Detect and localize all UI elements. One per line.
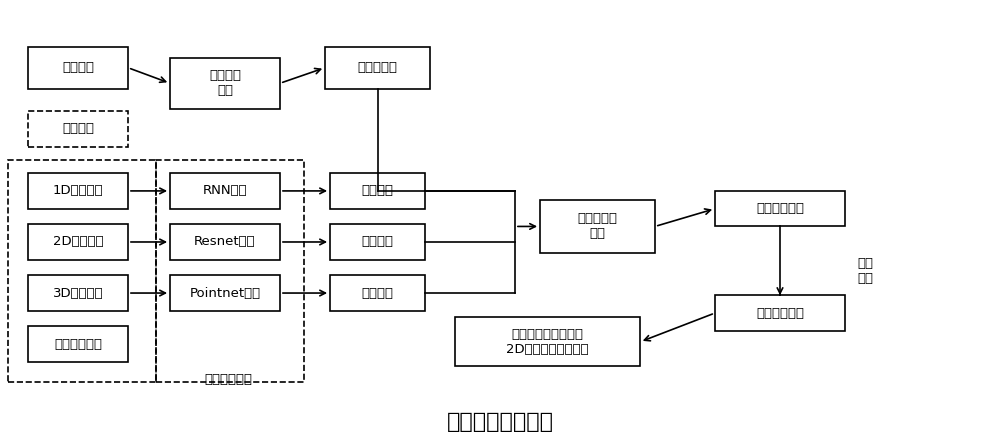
FancyBboxPatch shape [715, 295, 845, 331]
Text: 信息融合单元: 信息融合单元 [756, 202, 804, 215]
FancyBboxPatch shape [170, 275, 280, 311]
FancyBboxPatch shape [455, 317, 640, 366]
Text: 缺失模态: 缺失模态 [62, 122, 94, 135]
Text: 注意力网络
单元: 注意力网络 单元 [578, 212, 618, 241]
Text: 3D模态数据: 3D模态数据 [53, 286, 103, 300]
Text: 二维特征: 二维特征 [362, 235, 394, 249]
Text: 2D图像数据: 2D图像数据 [53, 235, 103, 249]
FancyBboxPatch shape [28, 111, 128, 147]
FancyBboxPatch shape [170, 58, 280, 109]
Text: 神经网络单元: 神经网络单元 [756, 306, 804, 320]
FancyBboxPatch shape [330, 173, 425, 209]
FancyBboxPatch shape [170, 173, 280, 209]
Text: 伪模态特征: 伪模态特征 [358, 61, 398, 74]
FancyBboxPatch shape [540, 200, 655, 253]
FancyBboxPatch shape [28, 47, 128, 89]
FancyBboxPatch shape [330, 275, 425, 311]
Text: 随机向量: 随机向量 [62, 61, 94, 74]
Text: Pointnet网络: Pointnet网络 [189, 286, 261, 300]
FancyBboxPatch shape [28, 224, 128, 260]
Text: 实时模态数据: 实时模态数据 [54, 337, 102, 351]
FancyBboxPatch shape [170, 224, 280, 260]
Text: 实时
检测: 实时 检测 [857, 257, 873, 285]
Text: 生成目标种类，并用
2D标注框将目标标识: 生成目标种类，并用 2D标注框将目标标识 [506, 328, 589, 356]
Text: 特征提取单元: 特征提取单元 [204, 373, 252, 386]
FancyBboxPatch shape [330, 224, 425, 260]
FancyBboxPatch shape [715, 191, 845, 226]
FancyBboxPatch shape [28, 173, 128, 209]
Text: 一维特征: 一维特征 [362, 184, 394, 198]
FancyBboxPatch shape [325, 47, 430, 89]
Text: 1D模态数据: 1D模态数据 [53, 184, 103, 198]
Text: RNN网络: RNN网络 [203, 184, 247, 198]
Text: 三维特征: 三维特征 [362, 286, 394, 300]
FancyBboxPatch shape [28, 275, 128, 311]
Text: 目标检测应用阶段: 目标检测应用阶段 [446, 412, 554, 432]
Text: Resnet网络: Resnet网络 [194, 235, 256, 249]
Text: 生成网络
单元: 生成网络 单元 [209, 69, 241, 97]
FancyBboxPatch shape [28, 326, 128, 362]
